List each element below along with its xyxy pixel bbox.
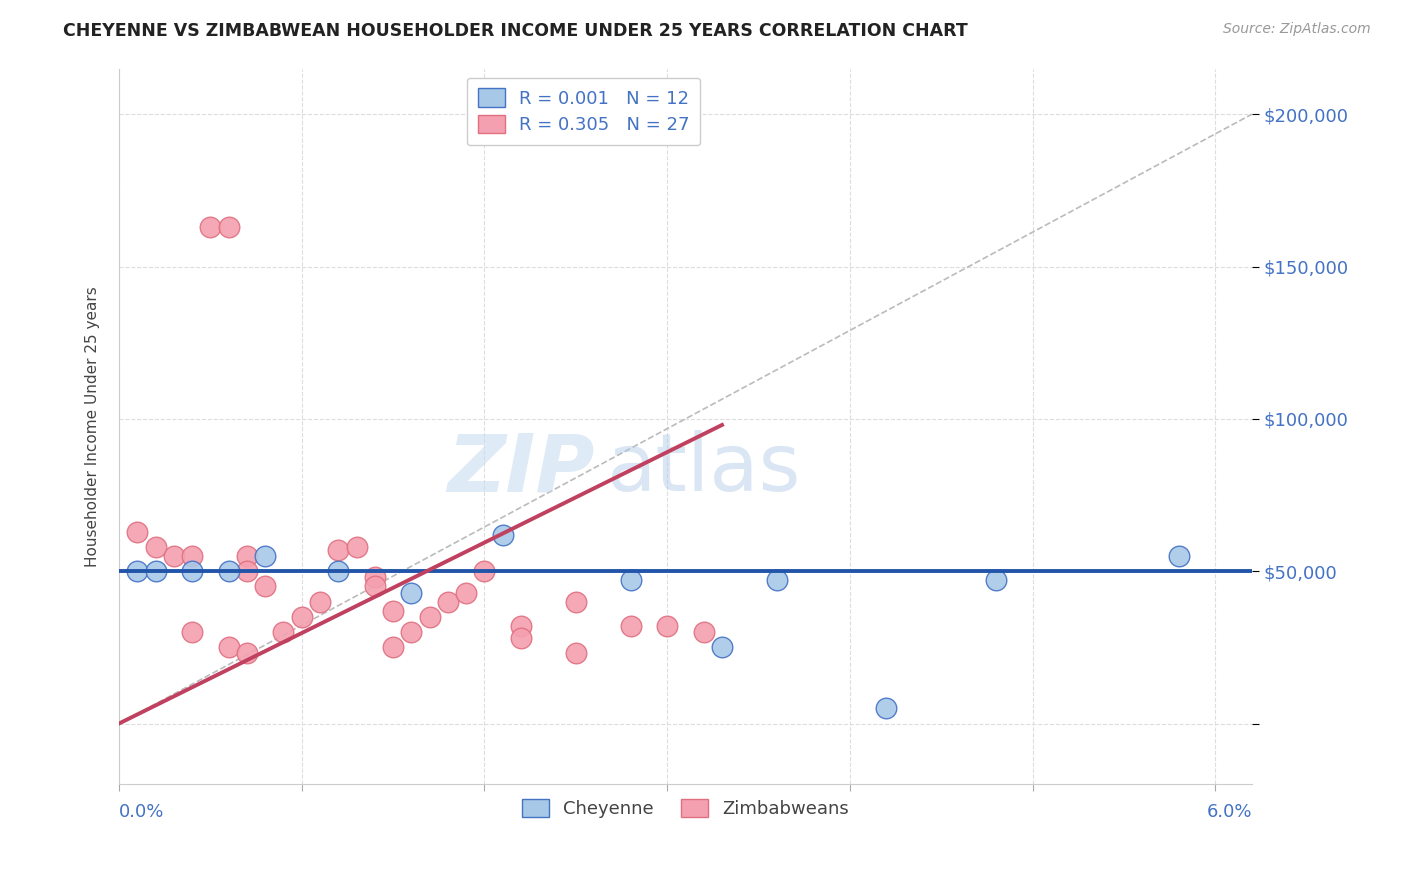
Point — [127, 524, 149, 539]
Point — [145, 564, 167, 578]
Text: CHEYENNE VS ZIMBABWEAN HOUSEHOLDER INCOME UNDER 25 YEARS CORRELATION CHART: CHEYENNE VS ZIMBABWEAN HOUSEHOLDER INCOM… — [63, 22, 967, 40]
Point — [181, 564, 204, 578]
Point — [328, 542, 350, 557]
Point — [492, 527, 515, 541]
Point — [254, 579, 277, 593]
Point — [693, 625, 716, 640]
Point — [181, 549, 204, 563]
Point — [127, 564, 149, 578]
Text: 0.0%: 0.0% — [120, 803, 165, 821]
Point — [273, 625, 295, 640]
Point — [309, 594, 332, 608]
Point — [401, 625, 423, 640]
Point — [364, 579, 387, 593]
Point — [437, 594, 460, 608]
Point — [984, 574, 1007, 588]
Point — [1167, 549, 1189, 563]
Point — [254, 549, 277, 563]
Point — [218, 564, 240, 578]
Point — [218, 219, 240, 234]
Point — [382, 640, 405, 655]
Point — [200, 219, 222, 234]
Point — [291, 610, 314, 624]
Point — [474, 564, 496, 578]
Legend: Cheyenne, Zimbabweans: Cheyenne, Zimbabweans — [515, 792, 856, 825]
Point — [456, 585, 478, 599]
Point — [328, 564, 350, 578]
Point — [419, 610, 441, 624]
Point — [382, 604, 405, 618]
Point — [145, 540, 167, 554]
Point — [565, 647, 588, 661]
Point — [766, 574, 789, 588]
Point — [401, 585, 423, 599]
Point — [236, 564, 259, 578]
Point — [875, 701, 897, 715]
Text: ZIP: ZIP — [447, 431, 595, 508]
Point — [510, 619, 533, 633]
Point — [620, 619, 643, 633]
Text: 6.0%: 6.0% — [1206, 803, 1251, 821]
Point — [657, 619, 679, 633]
Text: Source: ZipAtlas.com: Source: ZipAtlas.com — [1223, 22, 1371, 37]
Point — [510, 631, 533, 645]
Point — [181, 625, 204, 640]
Text: atlas: atlas — [606, 431, 800, 508]
Point — [364, 570, 387, 584]
Point — [565, 594, 588, 608]
Point — [236, 549, 259, 563]
Point — [346, 540, 368, 554]
Point — [711, 640, 734, 655]
Point — [163, 549, 186, 563]
Point — [620, 574, 643, 588]
Point — [236, 647, 259, 661]
Y-axis label: Householder Income Under 25 years: Householder Income Under 25 years — [86, 286, 100, 566]
Point — [218, 640, 240, 655]
